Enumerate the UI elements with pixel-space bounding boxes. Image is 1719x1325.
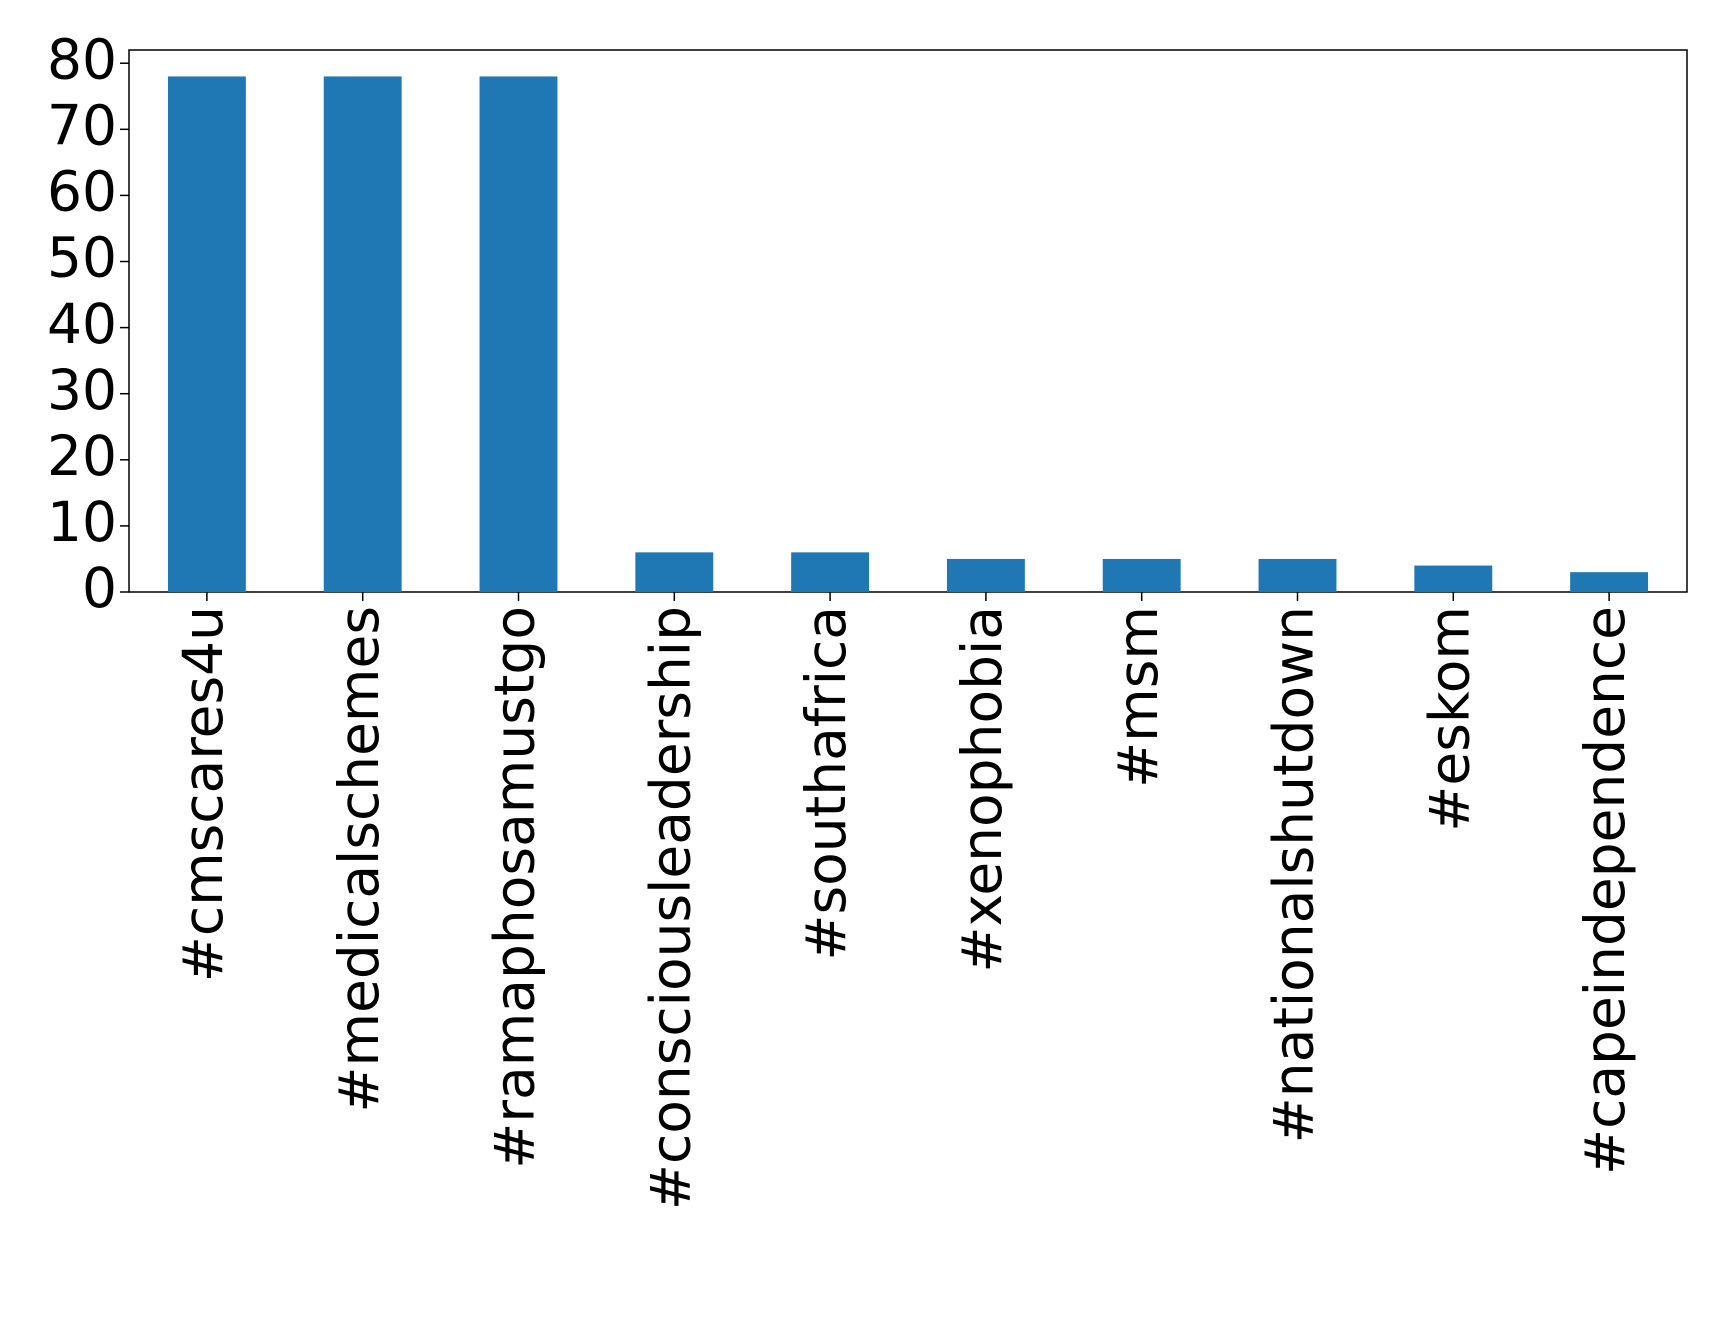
x-tick-label: #medicalschemes (327, 606, 391, 1113)
x-tick-label: #southafrica (794, 606, 858, 961)
y-tick-label: 0 (82, 556, 117, 620)
x-tick-label: #msm (1106, 606, 1170, 788)
y-tick-label: 60 (47, 160, 117, 224)
y-tick-label: 20 (47, 424, 117, 488)
y-tick-label: 10 (47, 490, 117, 554)
plot-frame (128, 49, 1688, 593)
x-tick-label: #cmscares4u (171, 606, 235, 982)
y-tick-label: 30 (47, 358, 117, 422)
bar (323, 76, 402, 592)
bar (1102, 558, 1181, 592)
bar (635, 552, 714, 592)
bar (479, 76, 558, 592)
bar (1570, 572, 1649, 592)
x-tick-label: #consciousleadership (638, 606, 702, 1210)
x-tick-label: #ramaphosamustgo (483, 606, 547, 1169)
bar (791, 552, 870, 592)
bar (1414, 565, 1493, 592)
x-tick-label: #nationalshutdown (1262, 606, 1326, 1143)
x-tick-label: #eskom (1417, 606, 1481, 832)
y-tick-label: 50 (47, 226, 117, 290)
y-tick-label: 40 (47, 292, 117, 356)
bar (1258, 558, 1337, 592)
x-tick-label: #xenophobia (950, 606, 1014, 973)
bar (946, 558, 1025, 592)
x-tick-label: #capeindependence (1573, 606, 1637, 1175)
y-tick-label: 70 (47, 93, 117, 157)
y-tick-label: 80 (47, 27, 117, 91)
bar (167, 76, 246, 592)
